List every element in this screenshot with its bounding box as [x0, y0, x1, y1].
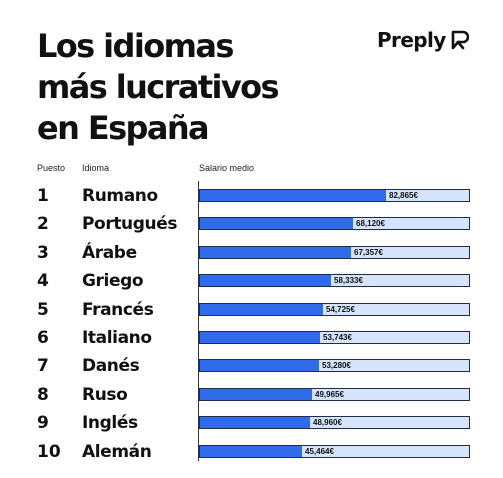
chart-row: 3 Árabe 67,357€	[0, 239, 503, 267]
bar-track: 53,743€	[199, 330, 470, 344]
language-name: Francés	[82, 299, 154, 320]
header-language: Idioma	[82, 163, 110, 173]
chart-row: 6 Italiano 53,743€	[0, 324, 503, 352]
preply-logo-icon	[451, 30, 469, 50]
bar-value-label: 68,120€	[356, 219, 385, 229]
chart-row: 8 Ruso 49,965€	[0, 381, 503, 409]
chart-row: 2 Portugués 68,120€	[0, 210, 503, 238]
rank-number: 3	[37, 242, 49, 263]
page-title: Los idiomas más lucrativos en España	[37, 26, 337, 149]
language-name: Árabe	[82, 242, 137, 263]
bar-track: 68,120€	[199, 217, 470, 231]
title-line-2: más lucrativos	[37, 68, 280, 106]
rank-number: 2	[37, 214, 49, 235]
bar-track: 45,464€	[199, 444, 470, 458]
bar-value-label: 53,743€	[323, 332, 352, 342]
rank-number: 9	[37, 413, 49, 434]
language-name: Griego	[82, 271, 144, 292]
brand-logo: Preply	[377, 27, 469, 53]
rank-number: 7	[37, 356, 49, 377]
bar-value-label: 45,464€	[305, 446, 334, 456]
language-name: Portugués	[82, 214, 178, 235]
language-name: Rumano	[82, 186, 158, 206]
bar-fill	[200, 275, 331, 287]
bar-value-label: 48,960€	[313, 418, 342, 428]
header-rank: Puesto	[37, 163, 66, 173]
bar-track: 49,965€	[199, 387, 470, 401]
chart-row: 7 Danés 53,280€	[0, 352, 503, 380]
bar-fill	[200, 218, 353, 230]
chart-row: 1 Rumano 82,865€	[0, 182, 503, 210]
rank-number: 10	[37, 441, 61, 462]
language-name: Ruso	[82, 384, 128, 405]
chart-axis-line	[198, 181, 199, 461]
bar-chart: 1 Rumano 82,865€ 2 Portugués 68,120€ 3 Árabe 67,…	[0, 182, 503, 466]
bar-value-label: 58,333€	[334, 276, 363, 286]
bar-fill	[200, 388, 312, 400]
rank-number: 6	[37, 327, 49, 348]
rank-number: 8	[37, 384, 49, 405]
bar-fill	[200, 417, 310, 429]
chart-row: 4 Griego 58,333€	[0, 267, 503, 295]
bar-fill	[200, 246, 351, 258]
bar-track: 67,357€	[199, 245, 470, 259]
language-name: Inglés	[82, 413, 138, 434]
column-headers: Puesto Idioma Salario medio	[0, 163, 503, 177]
title-line-3: en España	[37, 109, 210, 147]
language-name: Italiano	[82, 327, 152, 348]
rank-number: 1	[37, 186, 49, 206]
bar-track: 53,280€	[199, 359, 470, 373]
brand-name: Preply	[377, 28, 446, 52]
bar-track: 58,333€	[199, 274, 470, 288]
title-line-1: Los idiomas	[37, 27, 234, 65]
chart-row: 10 Alemán 45,464€	[0, 438, 503, 466]
header-salary: Salario medio	[199, 163, 255, 173]
bar-track: 54,725€	[199, 302, 470, 316]
bar-fill	[200, 190, 386, 201]
bar-fill	[200, 360, 319, 372]
language-name: Alemán	[82, 441, 152, 462]
rank-number: 5	[37, 299, 49, 320]
bar-value-label: 53,280€	[322, 361, 351, 371]
bar-value-label: 82,865€	[389, 191, 418, 200]
bar-value-label: 54,725€	[326, 304, 355, 314]
bar-track: 48,960€	[199, 416, 470, 430]
chart-row: 9 Inglés 48,960€	[0, 409, 503, 437]
language-name: Danés	[82, 356, 140, 377]
chart-row: 5 Francés 54,725€	[0, 296, 503, 324]
bar-fill	[200, 303, 323, 315]
bar-value-label: 49,965€	[315, 389, 344, 399]
rank-number: 4	[37, 271, 49, 292]
bar-fill	[200, 445, 302, 457]
bar-track: 82,865€	[199, 189, 470, 202]
bar-fill	[200, 331, 320, 343]
bar-value-label: 67,357€	[354, 247, 383, 257]
